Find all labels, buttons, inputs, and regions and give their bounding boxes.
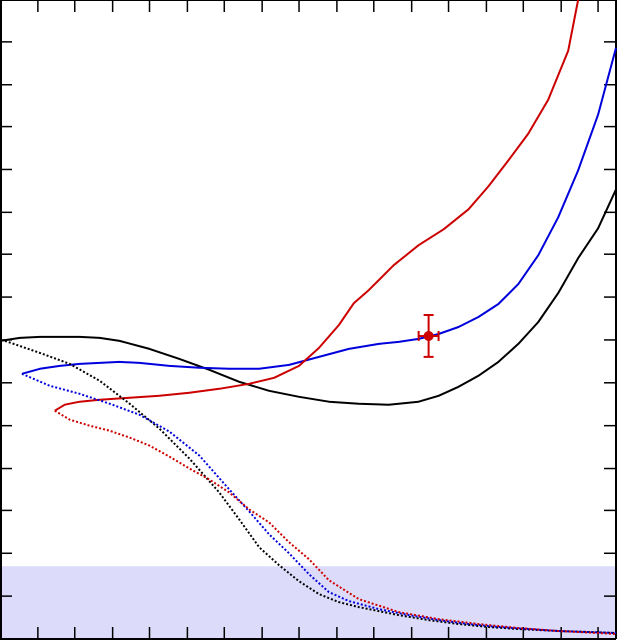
series-line-1-solid: [21, 47, 617, 375]
series-line-5-dotted: [54, 409, 617, 635]
data-point: [423, 330, 434, 341]
series-line-0-solid: [0, 188, 617, 406]
marker-layer: [417, 314, 440, 358]
series-line-2-solid: [54, 0, 580, 412]
series-line-3-dotted: [4, 339, 617, 634]
series-line-4-dotted: [21, 372, 617, 634]
